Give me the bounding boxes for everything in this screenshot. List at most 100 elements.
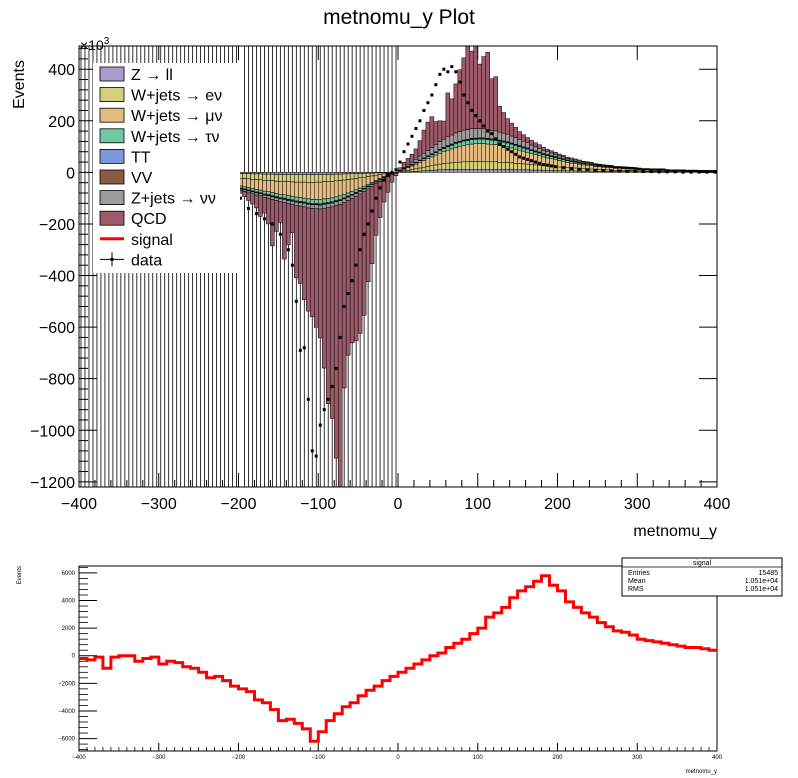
data-point <box>526 157 530 161</box>
data-point <box>506 147 510 151</box>
stack-bar <box>445 136 451 146</box>
y-tick-label: −800 <box>39 372 75 389</box>
legend-label: signal <box>131 232 173 249</box>
stack-bar <box>254 194 259 209</box>
stack-bar <box>321 207 327 369</box>
stack-bar <box>533 146 538 152</box>
stats-box: signal Entries 15485 Mean 1.051e+04 RMS 1.051e… <box>621 557 783 597</box>
stack-bar <box>493 144 498 163</box>
stack-bar <box>333 180 339 198</box>
stack-bar <box>433 164 439 171</box>
stack-bar <box>393 172 399 176</box>
y-tick-label: −2000 <box>58 681 76 687</box>
stack-bar <box>298 197 303 202</box>
stack-bar <box>361 191 367 316</box>
stack-bar <box>357 191 363 195</box>
stack-bar <box>373 174 379 181</box>
stack-bar <box>337 200 343 205</box>
stack-bar <box>337 180 343 197</box>
stack-bar <box>489 78 494 131</box>
y-exponent-label: ×103 <box>80 36 110 53</box>
data-point <box>593 168 597 172</box>
stack-bar <box>441 120 447 140</box>
stack-bar <box>593 163 598 165</box>
stack-bar <box>262 195 267 198</box>
stack-bar <box>561 155 566 158</box>
stack-bar <box>377 174 383 179</box>
stack-bar <box>437 120 443 142</box>
stack-bar <box>557 158 562 161</box>
stack-bar <box>306 204 311 209</box>
stack-bar <box>333 205 339 459</box>
stack-bar <box>329 174 335 182</box>
stats-key: Mean <box>628 578 646 585</box>
data-point <box>514 152 518 156</box>
stack-bar <box>337 173 343 181</box>
stack-bar <box>433 154 439 166</box>
stack-bar <box>294 196 299 202</box>
stack-bar <box>449 145 455 150</box>
stack-bar <box>613 167 618 171</box>
stats-value: 15485 <box>759 570 779 577</box>
stack-bar <box>333 172 339 175</box>
stack-bar <box>517 163 522 171</box>
stack-bar <box>329 172 335 175</box>
stack-bar <box>521 140 526 148</box>
stack-bar <box>453 83 459 134</box>
stack-bar <box>525 142 530 149</box>
stack-bar <box>525 148 530 153</box>
stack-bar <box>537 169 542 173</box>
stack-bar <box>242 191 247 197</box>
stack-bar <box>294 172 299 175</box>
stack-bar <box>469 169 475 173</box>
stack-bar <box>365 172 371 177</box>
stats-value: 1.051e+04 <box>745 586 778 593</box>
stack-bar <box>306 207 311 312</box>
stack-bar <box>353 173 359 179</box>
y-axis-label: Events <box>11 60 28 109</box>
stack-bar <box>337 172 343 175</box>
stack-bar <box>286 203 291 246</box>
stack-bar <box>445 149 451 164</box>
stack-bar <box>437 150 443 154</box>
stack-bar <box>489 144 494 163</box>
stack-bar <box>250 179 255 189</box>
stack-bar <box>349 173 355 180</box>
stack-bar <box>242 178 247 188</box>
stack-bar <box>489 139 494 145</box>
stack-bar <box>314 204 319 209</box>
stack-bar <box>557 153 562 157</box>
stack-bar <box>349 178 355 192</box>
stack-bar <box>549 152 554 156</box>
legend-swatch <box>99 210 125 226</box>
stack-bar <box>545 148 550 152</box>
stack-bar <box>421 153 427 159</box>
data-point <box>534 160 538 164</box>
stack-bar <box>258 193 263 197</box>
data-point <box>490 132 494 136</box>
data-point <box>442 67 446 71</box>
stack-bar <box>341 173 347 181</box>
stack-bar <box>425 150 431 157</box>
stack-bar <box>521 163 526 171</box>
stack-bar <box>246 178 251 188</box>
x-tick-label: 100 <box>473 755 484 761</box>
stack-bar <box>445 146 451 151</box>
data-point <box>673 170 677 174</box>
stack-bar <box>349 198 355 344</box>
y-tick-label: −400 <box>39 269 75 286</box>
data-point <box>649 170 653 174</box>
stack-bar <box>453 169 459 173</box>
stack-bar <box>417 140 423 157</box>
x-tick-label: 0 <box>396 755 400 761</box>
legend-label: TT <box>131 149 151 166</box>
legend-swatch <box>99 107 125 123</box>
stack-bar <box>337 195 343 200</box>
legend-swatch <box>99 190 125 206</box>
stack-bar <box>513 148 518 164</box>
stack-bar <box>365 186 371 190</box>
data-point <box>577 167 581 171</box>
stack-bar <box>298 181 303 198</box>
stack-bar <box>465 161 471 170</box>
data-point <box>322 408 326 412</box>
